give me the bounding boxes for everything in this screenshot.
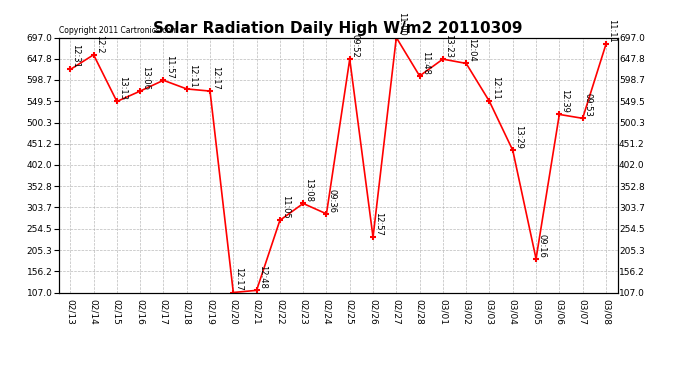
- Text: 12:39: 12:39: [560, 89, 569, 113]
- Text: 12:04: 12:04: [467, 38, 476, 62]
- Text: 12:11: 12:11: [188, 64, 197, 88]
- Text: 13:08: 13:08: [304, 178, 313, 202]
- Title: Solar Radiation Daily High W/m2 20110309: Solar Radiation Daily High W/m2 20110309: [153, 21, 523, 36]
- Text: 13:06: 13:06: [141, 66, 150, 90]
- Text: 09:52: 09:52: [351, 34, 360, 58]
- Text: 12:57: 12:57: [374, 212, 383, 236]
- Text: 12:31: 12:31: [72, 44, 81, 68]
- Text: 09:36: 09:36: [328, 189, 337, 213]
- Text: 13:13: 13:13: [118, 76, 127, 100]
- Text: 09:16: 09:16: [538, 234, 546, 258]
- Text: 11:00: 11:00: [397, 12, 406, 36]
- Text: 13:29: 13:29: [514, 125, 523, 149]
- Text: 09:53: 09:53: [584, 93, 593, 117]
- Text: 12:11: 12:11: [491, 76, 500, 100]
- Text: 12:17: 12:17: [235, 267, 244, 291]
- Text: 11:48: 11:48: [421, 51, 430, 75]
- Text: 12:2: 12:2: [95, 35, 103, 54]
- Text: 12:17: 12:17: [211, 66, 220, 90]
- Text: Copyright 2011 Cartronics.com: Copyright 2011 Cartronics.com: [59, 26, 178, 35]
- Text: 11:11: 11:11: [607, 20, 616, 43]
- Text: 13:23: 13:23: [444, 34, 453, 58]
- Text: 11:57: 11:57: [165, 55, 174, 79]
- Text: 11:05: 11:05: [281, 195, 290, 219]
- Text: 12:48: 12:48: [258, 265, 267, 289]
